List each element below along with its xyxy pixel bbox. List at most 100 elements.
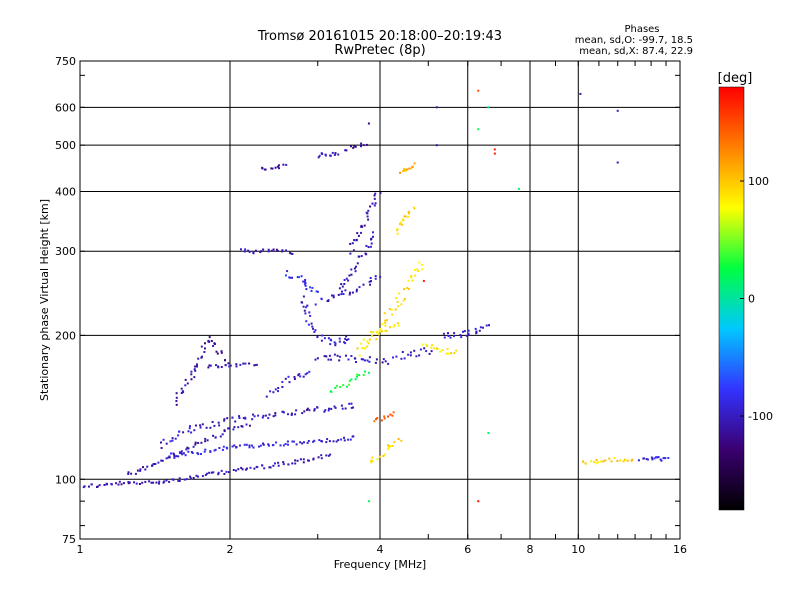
echo-point bbox=[136, 469, 139, 472]
echo-point bbox=[248, 424, 251, 427]
echo-point bbox=[389, 445, 391, 448]
echo-point bbox=[209, 450, 212, 453]
echo-point bbox=[399, 221, 402, 224]
echo-point bbox=[362, 144, 365, 147]
echo-point bbox=[293, 376, 296, 378]
echo-point bbox=[318, 439, 321, 442]
echo-point bbox=[175, 392, 178, 395]
echo-point bbox=[419, 348, 422, 351]
echo-point bbox=[595, 462, 598, 465]
echo-point bbox=[196, 363, 198, 366]
echo-point bbox=[235, 363, 238, 366]
echo-point bbox=[122, 482, 125, 485]
echo-point bbox=[301, 442, 304, 445]
echo-point bbox=[154, 463, 157, 465]
echo-point bbox=[299, 375, 302, 378]
echo-point bbox=[286, 270, 289, 273]
echo-point bbox=[276, 249, 279, 252]
echo-point bbox=[407, 210, 410, 213]
y-tick-label: 75 bbox=[62, 533, 76, 546]
echo-point bbox=[321, 334, 324, 337]
echo-point bbox=[267, 248, 270, 251]
echo-point bbox=[396, 228, 399, 230]
echo-point bbox=[144, 480, 147, 483]
echo-point bbox=[210, 340, 213, 342]
echo-point bbox=[351, 242, 354, 245]
echo-point bbox=[363, 359, 366, 362]
echo-point bbox=[298, 276, 300, 279]
echo-point bbox=[165, 442, 168, 445]
echo-point bbox=[376, 417, 379, 419]
echo-point bbox=[252, 413, 254, 416]
echo-point bbox=[317, 456, 320, 459]
echo-point bbox=[193, 376, 196, 379]
echo-point bbox=[225, 470, 228, 473]
echo-point bbox=[177, 434, 180, 437]
echo-point bbox=[307, 440, 310, 442]
echo-point bbox=[180, 392, 183, 394]
echo-point bbox=[211, 421, 214, 423]
echo-point bbox=[360, 142, 363, 145]
echo-point bbox=[667, 457, 670, 459]
echo-point bbox=[163, 480, 166, 483]
echo-point bbox=[637, 459, 640, 462]
phase-stat-x: mean, sd,X: 87.4, 22.9 bbox=[579, 46, 693, 57]
echo-point bbox=[161, 459, 164, 462]
echo-point bbox=[219, 435, 222, 438]
echo-point bbox=[168, 456, 171, 459]
echo-point bbox=[339, 386, 342, 388]
echo-point bbox=[214, 448, 217, 451]
echo-point bbox=[396, 322, 399, 325]
echo-point bbox=[178, 451, 181, 454]
echo-point bbox=[184, 378, 187, 381]
echo-point bbox=[262, 443, 265, 446]
echo-point bbox=[115, 482, 117, 485]
echo-point bbox=[277, 387, 280, 389]
echo-point bbox=[366, 359, 369, 362]
echo-point bbox=[356, 262, 359, 265]
echo-point bbox=[302, 458, 305, 461]
echo-point bbox=[358, 255, 361, 258]
echo-point bbox=[449, 336, 452, 339]
echo-point bbox=[584, 462, 587, 465]
echo-point bbox=[103, 484, 106, 486]
echo-point bbox=[363, 224, 366, 227]
echo-point bbox=[270, 249, 273, 252]
echo-point bbox=[343, 279, 346, 281]
echo-point bbox=[151, 464, 154, 467]
echo-point bbox=[664, 457, 667, 460]
echo-point bbox=[206, 439, 209, 442]
echo-point bbox=[344, 407, 347, 410]
echo-point bbox=[168, 480, 171, 483]
echo-point bbox=[187, 430, 190, 433]
echo-point bbox=[173, 455, 176, 458]
echo-point bbox=[395, 355, 398, 358]
echo-point bbox=[287, 443, 289, 446]
echo-point bbox=[234, 420, 237, 423]
echo-point bbox=[127, 482, 130, 485]
echo-point bbox=[367, 500, 370, 503]
echo-point bbox=[328, 354, 331, 357]
echo-point bbox=[313, 409, 316, 412]
echo-point bbox=[162, 438, 165, 441]
echo-point bbox=[306, 408, 308, 411]
echo-point bbox=[244, 248, 247, 251]
echo-point bbox=[311, 286, 314, 289]
echo-point bbox=[604, 459, 607, 462]
echo-point bbox=[406, 286, 409, 289]
echo-point bbox=[455, 349, 458, 352]
echo-point bbox=[245, 443, 248, 446]
echo-point bbox=[332, 440, 335, 443]
echo-point bbox=[261, 167, 264, 170]
echo-point bbox=[110, 483, 113, 485]
echo-point bbox=[459, 334, 462, 337]
echo-point bbox=[284, 377, 287, 380]
echo-point bbox=[203, 351, 206, 353]
echo-point bbox=[354, 270, 357, 273]
echo-point bbox=[207, 366, 210, 369]
echo-point bbox=[307, 323, 310, 326]
echo-point bbox=[278, 164, 280, 167]
echo-point bbox=[347, 358, 350, 361]
echo-point bbox=[403, 215, 406, 218]
